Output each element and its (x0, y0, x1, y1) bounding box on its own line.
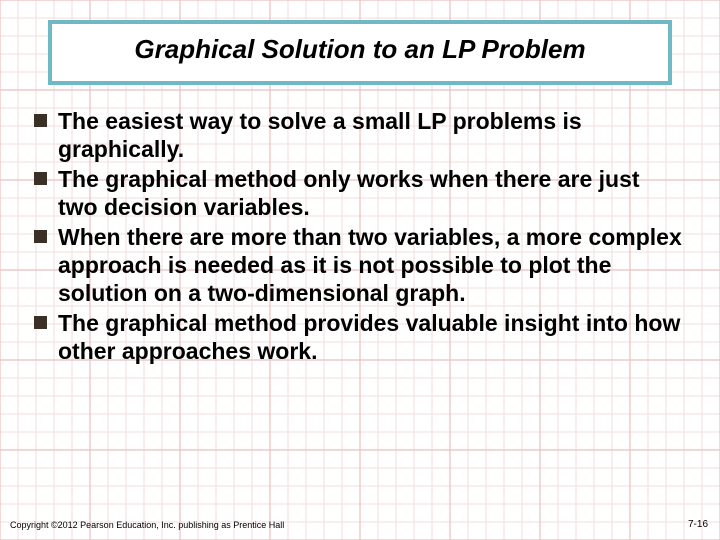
bullet-text: The easiest way to solve a small LP prob… (58, 107, 684, 163)
title-box: Graphical Solution to an LP Problem (48, 20, 672, 85)
slide-title: Graphical Solution to an LP Problem (70, 34, 650, 65)
bullet-item: The graphical method only works when the… (32, 165, 684, 221)
bullet-item: The easiest way to solve a small LP prob… (32, 107, 684, 163)
bullet-text: The graphical method provides valuable i… (58, 309, 684, 365)
square-bullet-icon (34, 230, 47, 243)
bullet-item: The graphical method provides valuable i… (32, 309, 684, 365)
square-bullet-icon (34, 172, 47, 185)
square-bullet-icon (34, 316, 47, 329)
slide-content: Graphical Solution to an LP Problem The … (0, 0, 720, 540)
bullet-text: When there are more than two variables, … (58, 223, 684, 307)
bullet-text: The graphical method only works when the… (58, 165, 684, 221)
page-number: 7-16 (688, 519, 708, 530)
square-bullet-icon (34, 114, 47, 127)
bullet-list: The easiest way to solve a small LP prob… (28, 107, 692, 365)
bullet-item: When there are more than two variables, … (32, 223, 684, 307)
copyright-text: Copyright ©2012 Pearson Education, Inc. … (10, 520, 284, 530)
footer: Copyright ©2012 Pearson Education, Inc. … (10, 519, 708, 530)
